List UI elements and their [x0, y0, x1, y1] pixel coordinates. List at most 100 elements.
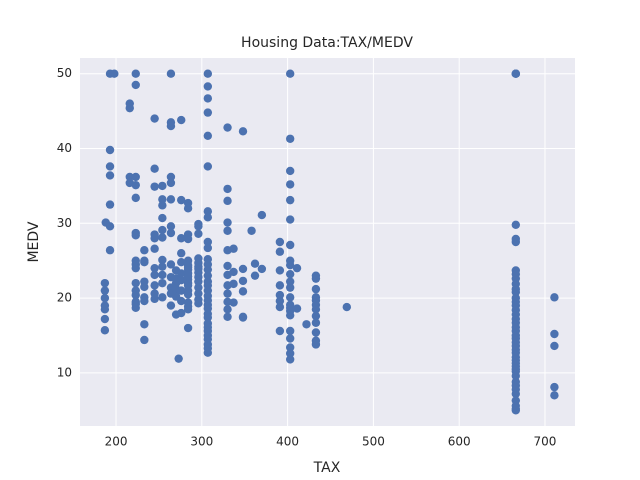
point: [275, 266, 285, 275]
y-tick-label: 20: [57, 291, 72, 305]
point: [150, 164, 159, 173]
point: [177, 249, 186, 258]
point: [275, 247, 285, 256]
point: [223, 289, 232, 298]
point: [183, 234, 193, 244]
point: [140, 296, 149, 306]
point: [158, 293, 167, 302]
point: [140, 246, 149, 255]
chart-title: Housing Data:TAX/MEDV: [241, 35, 413, 51]
x-axis-label: TAX: [313, 460, 341, 476]
point: [158, 233, 167, 242]
point: [150, 182, 159, 191]
point: [158, 213, 167, 223]
point: [550, 382, 559, 392]
y-tick-label: 40: [57, 141, 72, 155]
point: [125, 103, 134, 113]
point: [203, 243, 213, 253]
point: [158, 181, 167, 191]
point: [311, 305, 321, 314]
point: [285, 283, 295, 292]
point: [158, 201, 167, 210]
point: [158, 255, 167, 265]
point: [140, 257, 149, 267]
point: [285, 69, 295, 78]
point: [238, 287, 248, 296]
point: [166, 301, 176, 310]
point: [183, 305, 193, 314]
x-tick-label: 400: [276, 435, 299, 449]
x-tick-label: 600: [448, 435, 471, 449]
point: [183, 204, 193, 213]
point: [166, 260, 176, 269]
point: [223, 261, 232, 271]
point: [131, 172, 140, 182]
point: [311, 274, 321, 283]
point: [177, 308, 186, 318]
point: [131, 299, 140, 309]
point: [100, 293, 110, 303]
point: [177, 275, 186, 285]
point: [166, 178, 176, 188]
point: [100, 305, 110, 314]
point: [203, 94, 213, 103]
point: [275, 302, 285, 312]
point: [275, 326, 285, 336]
point: [223, 305, 232, 314]
point: [250, 271, 260, 280]
point: [131, 180, 140, 190]
point: [223, 226, 232, 235]
point: [100, 314, 110, 324]
point: [150, 270, 159, 280]
point: [177, 269, 186, 278]
point: [194, 222, 203, 231]
point: [238, 264, 248, 274]
point: [203, 213, 213, 222]
point: [238, 313, 248, 322]
point: [150, 294, 159, 304]
point: [223, 123, 232, 132]
point: [110, 69, 119, 78]
x-tick-label: 700: [534, 435, 557, 449]
point: [511, 389, 521, 399]
point: [257, 264, 267, 274]
point: [275, 281, 285, 290]
point: [203, 265, 213, 274]
point: [275, 296, 285, 306]
point: [125, 172, 134, 182]
point: [203, 237, 213, 247]
point: [150, 263, 159, 273]
point: [158, 278, 167, 288]
point: [257, 210, 267, 220]
point: [100, 278, 110, 288]
point: [203, 69, 213, 78]
point: [203, 162, 213, 171]
point: [285, 166, 295, 176]
point: [203, 108, 213, 117]
point: [229, 267, 238, 277]
y-tick-label: 30: [57, 216, 72, 230]
point: [150, 234, 159, 243]
point: [285, 134, 295, 143]
point: [158, 262, 167, 271]
point: [140, 320, 149, 329]
point: [203, 271, 213, 280]
point: [238, 127, 248, 136]
y-tick-label: 50: [57, 66, 72, 80]
point: [194, 283, 203, 292]
point: [177, 115, 186, 125]
point: [285, 293, 295, 302]
point: [550, 293, 559, 302]
point: [203, 313, 213, 322]
point: [177, 286, 186, 295]
point: [131, 231, 140, 240]
point: [285, 349, 295, 358]
point: [131, 193, 140, 203]
point: [158, 225, 167, 235]
point: [105, 171, 115, 180]
point: [311, 318, 321, 327]
point: [511, 237, 521, 247]
point: [166, 222, 176, 231]
point: [302, 320, 311, 329]
point: [511, 287, 521, 297]
